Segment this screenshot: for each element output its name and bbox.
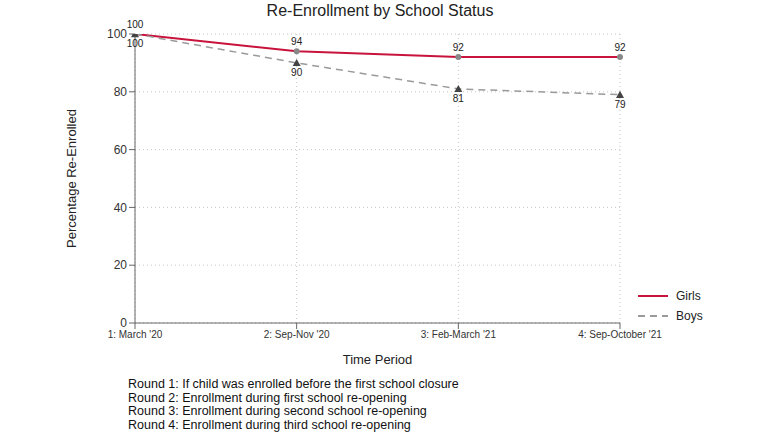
svg-text:94: 94	[291, 36, 303, 47]
svg-text:90: 90	[291, 67, 303, 78]
svg-text:4: Sep-October '21: 4: Sep-October '21	[578, 329, 662, 340]
svg-text:60: 60	[114, 143, 128, 157]
html-text:Round 1: If child was enrolled: Round 1: If child was enrolled before th…	[128, 377, 459, 391]
svg-text:79: 79	[614, 99, 626, 110]
html-text:Boys: Boys	[676, 309, 703, 323]
svg-text:0: 0	[120, 316, 127, 330]
svg-text:40: 40	[114, 201, 128, 215]
html-text:Round 3: Enrollment during sec: Round 3: Enrollment during second school…	[128, 404, 427, 418]
svg-text:20: 20	[114, 258, 128, 272]
svg-text:92: 92	[614, 42, 626, 53]
svg-text:100: 100	[127, 19, 144, 30]
svg-text:Time Period: Time Period	[343, 352, 413, 367]
svg-text:100: 100	[107, 27, 127, 41]
svg-text:1: March '20: 1: March '20	[108, 329, 163, 340]
svg-text:80: 80	[114, 85, 128, 99]
svg-text:92: 92	[453, 42, 465, 53]
svg-text:100: 100	[127, 38, 144, 49]
svg-text:Percentage Re-Enrolled: Percentage Re-Enrolled	[64, 109, 79, 248]
svg-text:81: 81	[453, 93, 465, 104]
html-text:Girls: Girls	[676, 289, 701, 303]
svg-text:2: Sep-Nov '20: 2: Sep-Nov '20	[264, 329, 330, 340]
svg-text:3: Feb-March '21: 3: Feb-March '21	[421, 329, 497, 340]
html-text:Round 2: Enrollment during fir: Round 2: Enrollment during first school …	[128, 390, 407, 405]
html-text:Round 4: Enrollment during thi: Round 4: Enrollment during third school …	[128, 417, 411, 432]
html-text:Re-Enrollment by School Status: Re-Enrollment by School Status	[266, 2, 494, 19]
